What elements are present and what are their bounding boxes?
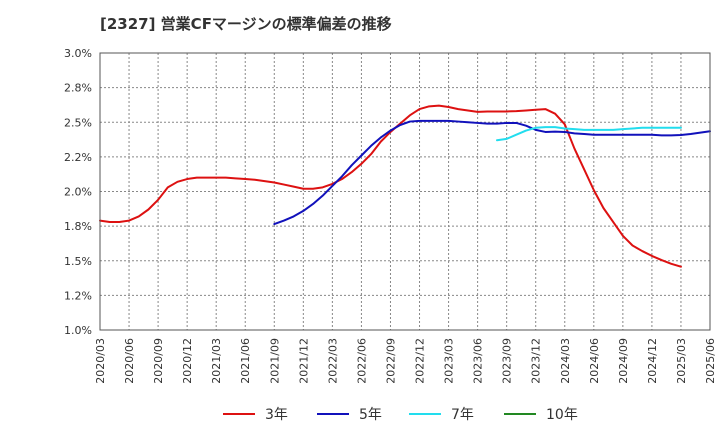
series-line-7年 [495,126,682,142]
x-tick-label: 2021/06 [239,338,252,384]
y-tick-label: 3.0% [64,47,92,60]
x-tick-label: 2025/03 [675,338,688,384]
x-tick-label: 2025/06 [704,338,717,384]
x-tick-label: 2020/09 [152,338,165,384]
y-tick-label: 1.0% [64,324,92,337]
x-tick-label: 2023/03 [443,338,456,384]
axes [99,52,711,331]
y-tick-label: 1.8% [64,220,92,233]
y-axis-tick-labels: 3.0% 2.8% 2.5% 2.2% 2.0% 1.8% 1.5% 1.2% 1.0% [64,47,92,337]
series-line-3年 [99,104,682,268]
y-tick-label: 2.0% [64,186,92,199]
legend-label-7年: 7年 [451,407,474,423]
y-tick-label: 2.8% [64,82,92,95]
x-tick-label: 2022/12 [414,338,427,384]
x-tick-label: 2023/12 [530,338,543,384]
series-lines [99,104,711,268]
x-tick-label: 2024/03 [559,338,572,384]
x-tick-label: 2024/06 [588,338,601,384]
legend-label-5年: 5年 [359,407,382,423]
x-axis-tick-labels: 2020/03 2020/06 2020/09 2020/12 2021/03 2021/… [94,338,717,384]
y-tick-label: 2.2% [64,151,92,164]
x-tick-label: 2023/09 [501,338,514,384]
series-line-5年 [273,119,711,226]
legend: 3年 5年 7年 10年 [223,407,578,423]
x-tick-label: 2020/06 [123,338,136,384]
x-tick-label: 2020/03 [94,338,107,384]
x-tick-label: 2022/03 [326,338,339,384]
y-tick-label: 1.5% [64,255,92,268]
x-tick-label: 2021/03 [210,338,223,384]
y-tick-label: 1.2% [64,289,92,302]
legend-label-10年: 10年 [546,407,578,423]
x-tick-label: 2021/09 [268,338,281,384]
y-tick-label: 2.5% [64,116,92,129]
plot-frame [99,52,711,331]
x-tick-label: 2021/12 [297,338,310,384]
chart-title: [2327] 営業CFマージンの標準偏差の推移 [100,15,392,33]
x-tick-label: 2022/09 [384,338,397,384]
legend-label-3年: 3年 [265,407,288,423]
x-tick-label: 2020/12 [181,338,194,384]
x-tick-label: 2022/06 [355,338,368,384]
x-tick-label: 2024/12 [646,338,659,384]
x-tick-label: 2023/06 [472,338,485,384]
x-tick-label: 2024/09 [617,338,630,384]
